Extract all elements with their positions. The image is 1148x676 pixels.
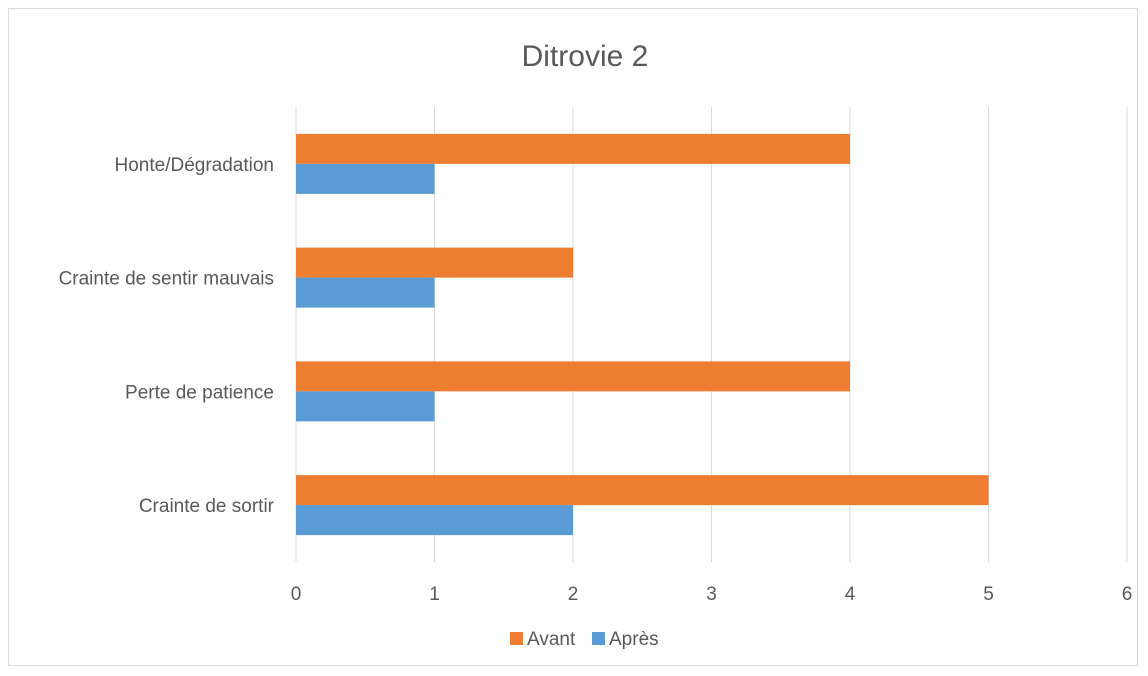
legend-label-apres: Après	[609, 629, 659, 650]
category-label-crainte-de-sentir-mauvais: Crainte de sentir mauvais	[59, 269, 274, 290]
bar-avant-crainte-de-sentir-mauvais	[296, 247, 573, 278]
bar-apres-honte-degradation	[296, 163, 435, 194]
bar-avant-perte-de-patience	[296, 361, 850, 392]
bar-apres-crainte-de-sortir	[296, 505, 573, 536]
bars	[296, 133, 989, 536]
legend-swatch-apres	[592, 632, 605, 645]
x-tick-label-2: 2	[568, 584, 579, 605]
x-tick-label-1: 1	[429, 584, 440, 605]
legend-label-avant: Avant	[527, 629, 576, 650]
bar-apres-perte-de-patience	[296, 391, 435, 422]
category-label-crainte-de-sortir: Crainte de sortir	[139, 496, 275, 517]
category-label-honte-degradation: Honte/Dégradation	[115, 155, 275, 176]
x-tick-label-4: 4	[845, 584, 856, 605]
x-tick-label-0: 0	[291, 584, 302, 605]
legend: Avant Après	[510, 629, 659, 650]
x-tick-labels: 0 1 2 3 4 5 6	[291, 584, 1133, 605]
x-tick-label-5: 5	[983, 584, 994, 605]
bar-avant-honte-degradation	[296, 133, 850, 164]
category-label-perte-de-patience: Perte de patience	[125, 382, 274, 403]
x-tick-label-6: 6	[1122, 584, 1133, 605]
chart-title: Ditrovie 2	[522, 40, 649, 73]
bar-apres-crainte-de-sentir-mauvais	[296, 277, 435, 308]
bar-avant-crainte-de-sortir	[296, 475, 989, 506]
x-tick-label-3: 3	[706, 584, 717, 605]
legend-swatch-avant	[510, 632, 523, 645]
category-labels: Honte/Dégradation Crainte de sentir mauva…	[59, 155, 275, 517]
